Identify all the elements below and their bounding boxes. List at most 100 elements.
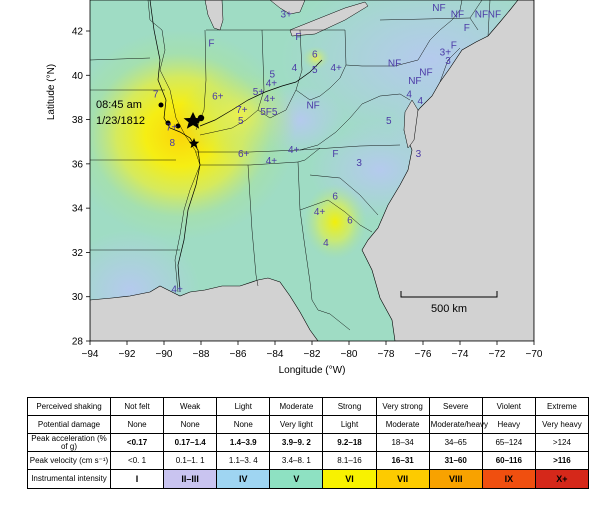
intensity-cell: VI — [322, 469, 377, 489]
header-potential-damage: Potential damage — [27, 415, 111, 434]
intensity-label: 6 — [312, 50, 318, 61]
intensity-label: NF — [306, 101, 319, 112]
intensity-label: 3+ — [440, 47, 452, 58]
x-tick-label: −84 — [267, 349, 284, 360]
x-tick-label: −88 — [193, 349, 210, 360]
small-star-icon — [188, 138, 200, 148]
intensity-label: NF — [432, 3, 445, 14]
x-tick-label: −86 — [230, 349, 247, 360]
x-tick-label: −70 — [526, 349, 543, 360]
lake-huron — [269, 0, 306, 15]
cell: Very strong — [375, 397, 430, 416]
intensity-label: F — [208, 39, 214, 50]
intensity-label: F — [451, 41, 457, 52]
x-tick-label: −90 — [156, 349, 173, 360]
cell: Moderate/heavy — [428, 415, 488, 434]
lake-erie — [289, 1, 369, 37]
cell: Very heavy — [534, 415, 590, 434]
cell: >124 — [534, 433, 590, 452]
x-tick-label: −92 — [119, 349, 136, 360]
intensity-label: 5 — [269, 70, 275, 81]
y-tick-label: 38 — [72, 115, 84, 126]
intensity-label: 7 — [153, 89, 159, 100]
x-axis-label: Longitude (°W) — [279, 365, 346, 376]
intensity-label: 7+ — [166, 123, 178, 134]
intensity-cell: X+ — [534, 469, 590, 489]
scale-bar-label: 500 km — [431, 303, 467, 315]
intensity-label: 7+ — [236, 105, 248, 116]
cell: Light — [322, 415, 377, 434]
row-acceleration: Peak acceleration (% of g) <0.17 0.17–1.… — [27, 433, 590, 452]
cell: Severe — [428, 397, 483, 416]
cell: Weak — [163, 397, 218, 416]
cell: Moderate — [269, 397, 324, 416]
intensity-label: 6 — [347, 216, 353, 227]
intensity-label: NF — [388, 58, 401, 69]
intensity-cell: I — [109, 469, 165, 489]
x-tick-label: −78 — [378, 349, 395, 360]
cell: Light — [216, 397, 271, 416]
intensity-label: NF — [408, 76, 421, 87]
intensity-label: NF — [451, 10, 464, 21]
epicenter-markers — [158, 102, 205, 148]
cell: 18–34 — [375, 433, 430, 452]
intensity-label: 3 — [356, 158, 362, 169]
intensity-label: 4 — [323, 238, 329, 249]
x-tick-label: −74 — [452, 349, 469, 360]
intensity-label: 4+ — [266, 78, 278, 89]
intensity-cell: IX — [481, 469, 536, 489]
intensity-label: 4 — [406, 89, 412, 100]
intensity-label: 4+ — [264, 94, 276, 105]
cell: None — [109, 415, 165, 434]
header-perceived-shaking: Perceived shaking — [27, 397, 111, 416]
x-tick-label: −82 — [304, 349, 321, 360]
cell: 65–124 — [481, 433, 536, 452]
event-date: 1/23/1812 — [96, 115, 145, 127]
cell: 9.2–18 — [322, 433, 377, 452]
event-time: 08:45 am — [96, 99, 142, 111]
intensity-cell: V — [269, 469, 324, 489]
intensity-label: 3 — [445, 56, 451, 67]
intensity-label: F — [332, 149, 338, 160]
intensity-legend-table: Perceived shaking Not felt Weak Light Mo… — [27, 397, 590, 489]
cell: 3.9–9. 2 — [269, 433, 324, 452]
cell: 60–116 — [481, 451, 536, 470]
cell: 1.4–3.9 — [216, 433, 271, 452]
intensity-label: 6+ — [238, 149, 250, 160]
intensity-label: F — [295, 32, 301, 43]
row-velocity: Peak velocity (cm s⁻¹) <0. 1 0.1–1. 1 1.… — [27, 451, 590, 470]
header-peak-velocity: Peak velocity (cm s⁻¹) — [27, 451, 111, 470]
cell: 31–60 — [428, 451, 483, 470]
cell: Strong — [322, 397, 377, 416]
intensity-label: 3 — [416, 149, 422, 160]
intensity-label: NF — [475, 10, 488, 21]
y-axis-ticks: 42 40 38 36 34 32 30 28 — [72, 27, 90, 348]
cell: Moderate — [375, 415, 430, 434]
intensity-label: 5 — [238, 116, 244, 127]
intensity-label: 4+ — [266, 156, 278, 167]
cell: 3.4–8. 1 — [269, 451, 324, 470]
intensity-label: 4+ — [331, 63, 343, 74]
intensity-label: 5 — [312, 65, 318, 76]
cell: None — [216, 415, 271, 434]
rivers — [149, 0, 323, 293]
intensity-label: 4+ — [171, 284, 183, 295]
intensity-cell: VIII — [428, 469, 483, 489]
intensity-label: 5F5 — [260, 107, 278, 118]
header-instrumental-intensity: Instrumental intensity — [27, 469, 111, 489]
cell: Not felt — [109, 397, 165, 416]
x-tick-label: −76 — [415, 349, 432, 360]
cell: >116 — [534, 451, 590, 470]
row-shaking: Perceived shaking Not felt Weak Light Mo… — [27, 397, 590, 416]
cell: 8.1–16 — [322, 451, 377, 470]
intensity-label: 4+ — [314, 207, 326, 218]
cell: 0.17–1.4 — [163, 433, 218, 452]
intensity-label: 4 — [292, 63, 298, 74]
cell: None — [163, 415, 218, 434]
intensity-label: 4 — [417, 96, 423, 107]
intensity-cell: II–III — [163, 469, 218, 489]
cell: 16–31 — [375, 451, 430, 470]
